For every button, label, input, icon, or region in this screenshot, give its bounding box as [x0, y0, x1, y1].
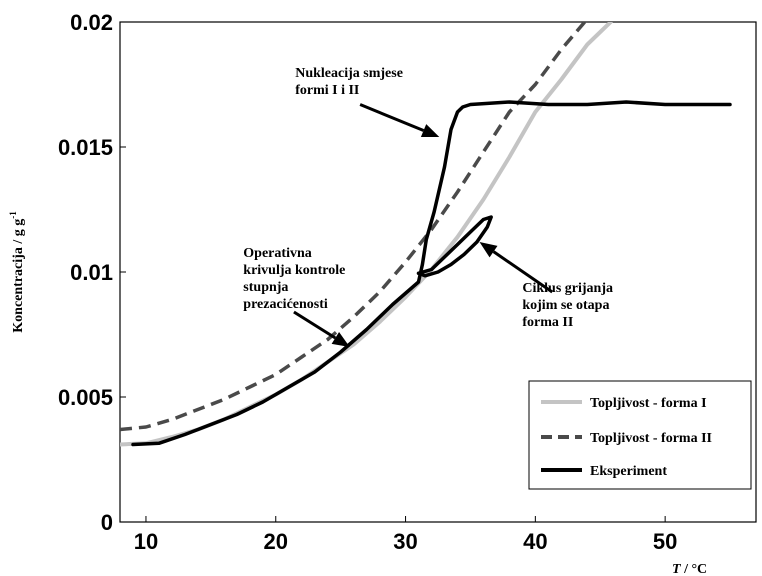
- annotation-line: Nukleacija smjese: [295, 66, 403, 81]
- y-axis-title-sup: -1: [8, 211, 18, 219]
- legend-label-forma-2: Topljivost - forma II: [590, 431, 712, 446]
- annotation-line: krivulja kontrole: [243, 263, 345, 278]
- x-axis-title: T / °C: [672, 562, 707, 576]
- y-tick-label: 0: [101, 510, 113, 535]
- y-tick-label: 0.015: [58, 135, 113, 160]
- annotation-line: kojim se otapa: [522, 298, 609, 313]
- x-tick-label: 20: [264, 529, 288, 554]
- y-axis-title: Koncentracija / g g-1: [8, 211, 26, 333]
- annotation-line: forma II: [522, 315, 573, 330]
- annotation-line: prezacićenosti: [243, 297, 328, 312]
- legend-label-eksperiment: Eksperiment: [590, 464, 667, 479]
- y-tick-label: 0.005: [58, 385, 113, 410]
- x-tick-label: 40: [523, 529, 547, 554]
- y-axis-title-text: Koncentracija / g g: [11, 219, 26, 333]
- y-tick-label: 0.02: [70, 10, 113, 35]
- y-tick-label: 0.01: [70, 260, 113, 285]
- x-tick-label: 30: [393, 529, 417, 554]
- legend-label-forma-1: Topljivost - forma I: [590, 396, 707, 411]
- x-tick-label: 50: [653, 529, 677, 554]
- legend: Topljivost - forma I Topljivost - forma …: [529, 381, 751, 489]
- annotation-line: Ciklus grijanja: [522, 281, 613, 296]
- x-axis-title-unit: / °C: [681, 562, 708, 576]
- annotation-line: stupnja: [243, 280, 288, 295]
- annotation-line: Operativna: [243, 246, 311, 261]
- x-tick-label: 10: [134, 529, 158, 554]
- annotation-line: formi I i II: [295, 83, 359, 98]
